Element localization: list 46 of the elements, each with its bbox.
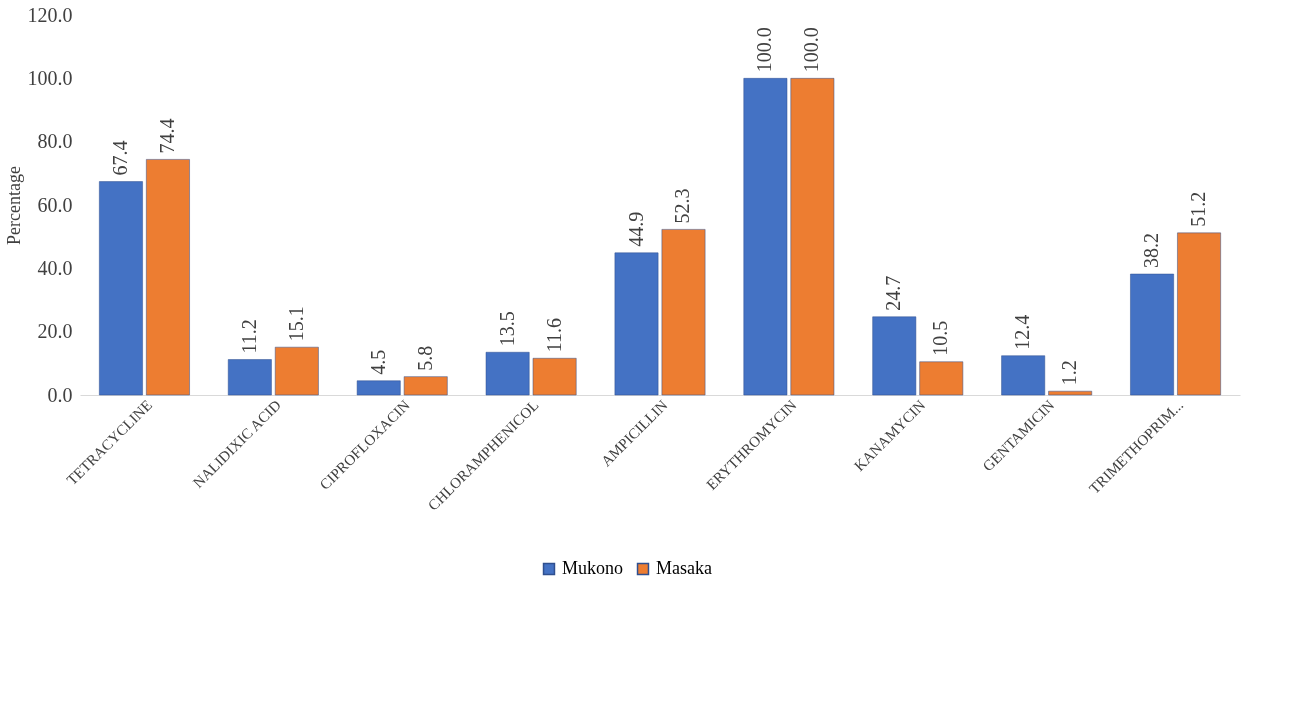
- data-label: 67.4: [108, 140, 131, 176]
- bar: [99, 181, 143, 396]
- bar: [1130, 273, 1174, 396]
- data-label: 10.5: [929, 320, 952, 356]
- bar: [403, 376, 448, 396]
- data-label: 15.1: [284, 306, 307, 342]
- y-tick-label: 20.0: [37, 320, 73, 343]
- data-label: 5.8: [413, 345, 436, 371]
- data-label: 1.2: [1058, 360, 1081, 386]
- bar: [227, 359, 272, 396]
- data-label: 100.0: [753, 27, 776, 73]
- data-label: 74.4: [155, 118, 178, 154]
- y-axis-title: Percentage: [3, 166, 24, 245]
- data-label: 44.9: [624, 211, 647, 247]
- bar: [919, 361, 964, 396]
- data-label: 11.6: [542, 318, 565, 353]
- data-label: 4.5: [366, 349, 389, 375]
- bar: [790, 78, 835, 396]
- bar: [743, 78, 788, 396]
- bar: [274, 346, 319, 396]
- bar: [532, 358, 577, 396]
- bar: [1048, 390, 1093, 396]
- y-tick-label: 80.0: [37, 130, 73, 153]
- bar: [1001, 355, 1046, 396]
- bar: [614, 252, 659, 396]
- bar: [661, 229, 706, 396]
- data-label: 38.2: [1140, 233, 1163, 269]
- data-label: 12.4: [1011, 314, 1034, 350]
- data-label: 11.2: [237, 319, 260, 354]
- y-tick-label: 60.0: [37, 193, 73, 216]
- legend-label: Mukono: [562, 558, 624, 578]
- y-tick-label: 40.0: [37, 256, 73, 279]
- bar: [1177, 232, 1221, 396]
- y-tick-label: 0.0: [47, 383, 73, 406]
- bar: [356, 380, 401, 396]
- legend-label: Masaka: [656, 558, 712, 578]
- bar: [485, 352, 530, 396]
- bar: [146, 159, 190, 396]
- bar: [872, 316, 917, 396]
- data-label: 51.2: [1187, 191, 1210, 227]
- data-label: 100.0: [800, 27, 823, 73]
- y-tick-label: 120.0: [27, 3, 73, 26]
- data-label: 52.3: [671, 188, 694, 224]
- data-label: 13.5: [495, 311, 518, 347]
- y-tick-label: 100.0: [27, 66, 73, 89]
- data-label: 24.7: [882, 275, 905, 311]
